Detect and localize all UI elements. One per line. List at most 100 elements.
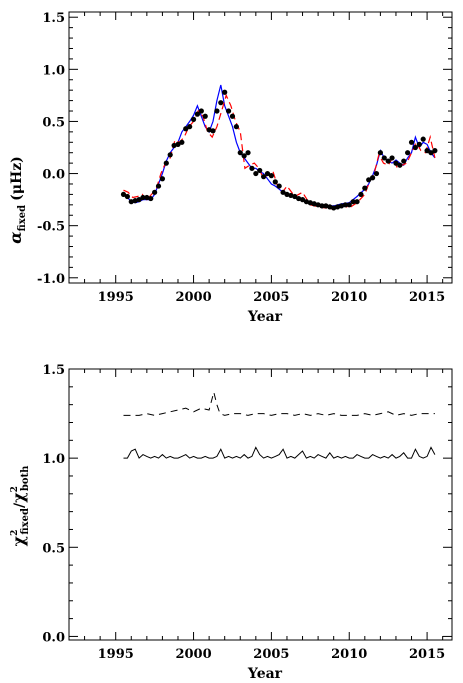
series-line-black-dashed — [123, 392, 435, 416]
y-tick-label: 1.0 — [42, 63, 65, 78]
data-point — [377, 150, 383, 156]
data-point — [187, 124, 193, 130]
data-point — [276, 183, 282, 189]
data-point — [264, 170, 271, 177]
data-point — [327, 204, 333, 210]
y-title-chi: χ — [9, 535, 28, 546]
y-axis-title: χ2fixed/χ2both — [9, 465, 31, 547]
x-tick-label: 1995 — [98, 647, 134, 662]
x-tick-label: 2015 — [409, 647, 445, 662]
data-point — [350, 199, 356, 205]
x-tick-label: 1995 — [98, 290, 134, 305]
data-point — [338, 203, 345, 209]
data-point — [334, 204, 341, 210]
data-point — [408, 139, 415, 145]
y-tick-label: 0.5 — [42, 115, 65, 130]
data-point — [167, 152, 173, 158]
y-title-slash: / — [12, 502, 28, 508]
data-point — [358, 191, 364, 198]
data-point — [132, 198, 138, 204]
y-title-num-sub: fixed — [20, 508, 31, 535]
data-point — [210, 128, 216, 134]
data-point — [412, 144, 419, 151]
data-point — [237, 150, 243, 156]
data-point — [171, 142, 177, 149]
data-point — [369, 175, 376, 181]
data-point — [225, 108, 232, 114]
y-axis: 0.0 0.5 1.0 1.5 — [42, 363, 452, 645]
data-point — [303, 199, 310, 205]
data-point — [401, 158, 407, 164]
data-point — [428, 150, 434, 156]
data-point — [280, 189, 286, 195]
x-axis: 1995 2000 2005 2010 2015 — [68, 369, 445, 662]
y-axis-title-symbol: α — [6, 231, 25, 243]
data-point — [218, 100, 224, 106]
data-point — [148, 195, 154, 202]
x-tick-label: 2010 — [331, 290, 367, 305]
data-point — [288, 192, 294, 199]
data-point — [268, 173, 274, 179]
y-axis-title: αfixed (μHz) — [6, 156, 28, 244]
y-title-den-sub: both — [20, 465, 31, 491]
x-tick-label: 2015 — [409, 290, 445, 305]
data-point — [420, 136, 426, 142]
plot-area — [123, 392, 436, 459]
x-axis-title: Year — [247, 309, 283, 325]
x-tick-label: 2005 — [253, 290, 289, 305]
x-axis: 1995 2000 2005 2010 2015 — [68, 12, 445, 305]
data-point — [241, 153, 247, 159]
data-point — [432, 148, 438, 154]
data-point — [424, 148, 430, 154]
data-point — [124, 193, 130, 200]
data-point — [183, 126, 189, 132]
data-point — [120, 191, 127, 198]
x-tick-label: 2005 — [253, 647, 289, 662]
data-point — [163, 160, 169, 166]
data-point — [253, 170, 259, 177]
data-point — [342, 202, 348, 208]
data-point — [202, 113, 208, 119]
data-point — [385, 158, 391, 164]
y-tick-label: 0.0 — [42, 630, 65, 645]
alpha-fixed-panel: 1995 2000 2005 2010 2015 -1.0 -0.5 0.0 0.5 1.0 1.… — [6, 11, 453, 325]
data-point — [245, 150, 251, 156]
y-tick-label: 1.5 — [42, 363, 65, 378]
data-point — [366, 177, 372, 183]
plot-frame — [68, 11, 453, 284]
data-point — [179, 139, 185, 145]
x-tick-label: 2010 — [331, 647, 367, 662]
data-point — [222, 89, 228, 95]
data-point — [346, 202, 352, 208]
data-point — [214, 108, 220, 114]
data-point — [190, 116, 197, 122]
data-point — [381, 155, 387, 161]
data-point — [284, 191, 290, 198]
data-point — [397, 162, 403, 168]
data-point — [229, 113, 236, 119]
series-line-black-solid — [123, 446, 436, 459]
x-axis-title: Year — [247, 666, 283, 682]
data-point — [416, 141, 422, 147]
data-point — [175, 141, 181, 147]
data-point — [307, 200, 313, 206]
data-point — [373, 170, 380, 177]
data-point — [136, 197, 142, 203]
data-point — [144, 194, 150, 201]
data-point — [257, 167, 263, 174]
data-point — [323, 203, 329, 209]
data-point — [233, 124, 239, 130]
data-point — [393, 160, 399, 166]
data-point — [159, 176, 166, 182]
data-point — [331, 205, 337, 211]
data-point — [389, 155, 395, 161]
data-point — [311, 201, 317, 207]
data-point — [354, 199, 360, 205]
data-point — [315, 202, 321, 208]
y-tick-label: 0.0 — [42, 168, 65, 183]
data-point — [405, 150, 411, 156]
data-point — [140, 194, 146, 201]
y-tick-label: -0.5 — [37, 220, 65, 235]
y-tick-label: -1.0 — [37, 272, 65, 287]
